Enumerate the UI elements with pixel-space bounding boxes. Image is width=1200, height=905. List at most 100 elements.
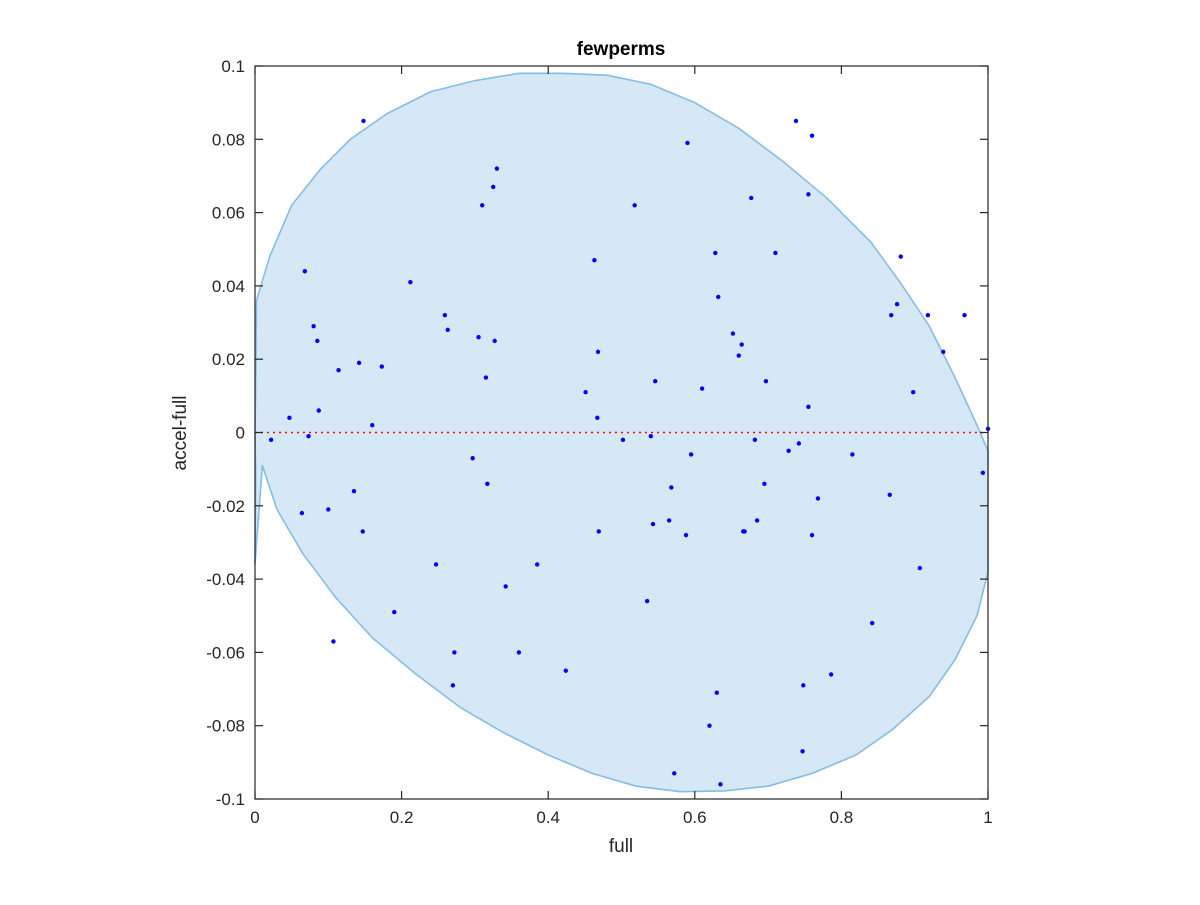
data-point bbox=[672, 771, 677, 776]
y-axis-label: accel-full bbox=[170, 396, 191, 471]
y-tick-label: 0.04 bbox=[212, 277, 245, 296]
data-point bbox=[476, 335, 481, 340]
data-point bbox=[503, 584, 508, 589]
data-point bbox=[268, 437, 274, 443]
data-point bbox=[360, 529, 365, 534]
data-point bbox=[595, 415, 600, 421]
data-point bbox=[299, 510, 305, 516]
data-point bbox=[815, 496, 821, 501]
points-layer bbox=[268, 118, 991, 787]
data-point bbox=[925, 313, 931, 318]
data-point bbox=[887, 492, 892, 498]
data-point bbox=[408, 280, 413, 285]
data-point bbox=[494, 166, 500, 171]
data-point bbox=[917, 565, 923, 571]
data-point bbox=[592, 258, 597, 263]
x-tick-label: 0.2 bbox=[390, 808, 414, 827]
data-point bbox=[828, 672, 834, 677]
data-point bbox=[786, 448, 791, 454]
y-tick-label: 0.08 bbox=[212, 130, 245, 149]
y-tick-label: -0.06 bbox=[206, 643, 245, 662]
data-point bbox=[713, 250, 718, 256]
data-point bbox=[316, 408, 321, 413]
data-point bbox=[336, 368, 341, 373]
data-point bbox=[739, 342, 744, 347]
data-point bbox=[595, 349, 601, 355]
data-point bbox=[445, 327, 450, 333]
data-point bbox=[648, 433, 654, 439]
data-point bbox=[762, 481, 767, 487]
data-point bbox=[302, 269, 308, 274]
data-point bbox=[809, 133, 815, 138]
data-point bbox=[752, 437, 758, 443]
data-point bbox=[707, 723, 712, 728]
x-tick-label: 0.6 bbox=[683, 808, 707, 827]
data-point bbox=[392, 609, 397, 615]
data-point bbox=[763, 378, 769, 384]
data-point bbox=[699, 386, 705, 391]
x-tick-label: 0.4 bbox=[536, 808, 560, 827]
data-point bbox=[941, 349, 946, 355]
data-point bbox=[596, 529, 601, 534]
data-point bbox=[450, 683, 456, 688]
y-tick-label: 0.02 bbox=[212, 350, 245, 369]
x-tick-label: 0 bbox=[250, 808, 259, 827]
data-point bbox=[452, 650, 457, 655]
data-point bbox=[311, 324, 316, 329]
data-point bbox=[800, 749, 805, 754]
data-point bbox=[644, 598, 650, 604]
data-point bbox=[351, 488, 357, 494]
y-tick-label: 0 bbox=[236, 424, 245, 443]
chart-title: fewperms bbox=[577, 39, 666, 60]
data-point bbox=[331, 639, 336, 644]
data-point bbox=[653, 378, 658, 384]
data-point bbox=[583, 389, 588, 395]
data-point bbox=[683, 532, 689, 538]
data-point bbox=[361, 118, 366, 124]
data-point bbox=[326, 507, 331, 512]
data-point bbox=[356, 360, 362, 366]
y-tick-label: -0.08 bbox=[206, 717, 245, 736]
data-point bbox=[898, 254, 903, 259]
y-tick-label: -0.1 bbox=[216, 790, 245, 809]
data-point bbox=[742, 529, 747, 534]
data-point bbox=[470, 455, 475, 461]
data-point bbox=[754, 518, 760, 523]
data-point bbox=[480, 203, 485, 208]
data-point bbox=[685, 140, 690, 146]
data-point bbox=[911, 389, 916, 395]
data-point bbox=[806, 192, 811, 197]
data-point bbox=[491, 184, 496, 190]
data-point bbox=[650, 521, 656, 527]
x-tick-label: 0.8 bbox=[830, 808, 854, 827]
data-point bbox=[379, 364, 385, 369]
data-point bbox=[669, 485, 674, 490]
data-point bbox=[315, 338, 320, 344]
data-point bbox=[869, 620, 875, 626]
data-point bbox=[563, 668, 568, 673]
data-point bbox=[850, 452, 855, 457]
y-tick-label: -0.02 bbox=[206, 497, 245, 516]
data-point bbox=[483, 375, 489, 380]
data-point bbox=[666, 518, 672, 523]
data-point bbox=[287, 415, 292, 421]
data-point bbox=[889, 313, 894, 318]
data-point bbox=[688, 452, 694, 457]
data-point bbox=[796, 441, 802, 446]
data-point bbox=[485, 481, 490, 487]
data-point bbox=[749, 195, 754, 201]
data-point bbox=[801, 683, 806, 688]
data-point bbox=[809, 532, 815, 538]
data-point bbox=[736, 353, 741, 358]
data-point bbox=[730, 331, 736, 336]
data-point bbox=[714, 690, 719, 695]
ticks-layer: 0 0.2 0.4 0.6 0.8 1 -0.1 -0.08 -0.06 -0.04 -0.02 0 0… bbox=[206, 57, 992, 827]
data-point bbox=[806, 404, 811, 410]
x-tick-label: 1 bbox=[983, 808, 992, 827]
data-point bbox=[433, 562, 439, 567]
data-point bbox=[620, 437, 626, 443]
data-point bbox=[370, 422, 375, 428]
data-point bbox=[442, 313, 448, 318]
data-point bbox=[894, 302, 900, 307]
